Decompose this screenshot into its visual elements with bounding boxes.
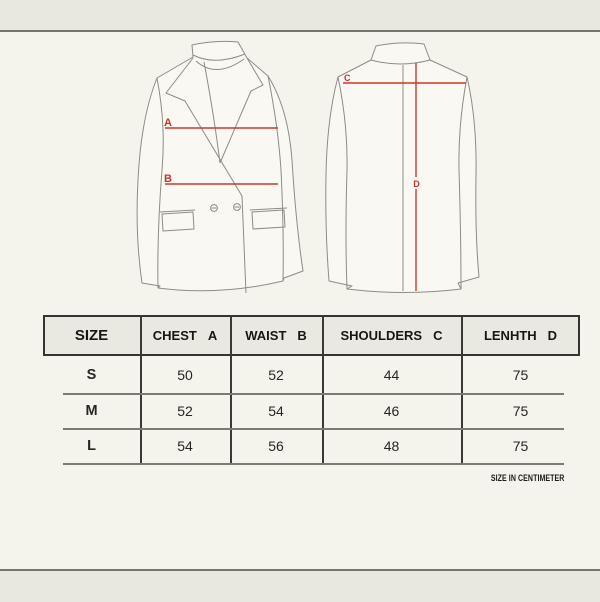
table-header-row: SIZE CHEST A WAIST B SHOULDERS C LENHTH … xyxy=(43,315,580,356)
header-waist-label: WAIST xyxy=(245,328,287,343)
unit-note: SIZE IN CENTIMETER xyxy=(490,473,564,484)
header-shoulders: SHOULDERS C xyxy=(322,315,461,356)
row-l-length: 75 xyxy=(512,437,529,454)
row-s-chest: 50 xyxy=(177,366,193,383)
header-size: SIZE xyxy=(43,315,140,356)
row-m-waist: 54 xyxy=(268,402,284,419)
row-m-size: M xyxy=(85,402,98,419)
header-shoulders-letter: C xyxy=(433,328,443,343)
blazer-back-silhouette xyxy=(325,42,480,293)
front-button-left xyxy=(210,204,218,212)
front-neckline-curve xyxy=(195,58,245,70)
header-waist-letter: B xyxy=(297,328,307,343)
column-divider-4 xyxy=(461,315,463,465)
table-header-box xyxy=(43,315,580,356)
row-m-chest: 52 xyxy=(177,402,193,419)
size-table: SIZE CHEST A WAIST B SHOULDERS C LENHTH … xyxy=(43,315,580,490)
row-l-shoulders: 48 xyxy=(383,437,400,454)
front-collar-band-line xyxy=(192,53,246,61)
header-length-label: LENHTH xyxy=(483,328,537,343)
length-measure-label: D xyxy=(413,179,420,189)
measurement-lines xyxy=(165,63,466,291)
row-divider-3 xyxy=(63,463,564,465)
header-chest-label: CHEST xyxy=(152,328,197,343)
waist-measure-label: B xyxy=(164,173,172,185)
front-button-right xyxy=(233,203,241,211)
front-left-pocket-welt xyxy=(159,209,196,213)
row-s-waist: 52 xyxy=(268,366,284,383)
header-chest-letter: A xyxy=(207,328,218,343)
header-length: LENHTH D xyxy=(461,315,580,356)
header-size-label: SIZE xyxy=(74,327,109,344)
row-m-shoulders: 46 xyxy=(383,402,400,419)
front-right-pocket-flap xyxy=(251,209,286,230)
back-right-side-seam xyxy=(458,76,468,290)
column-divider-3 xyxy=(322,315,324,465)
column-divider-1 xyxy=(140,315,142,465)
front-inner-v-line xyxy=(203,61,221,164)
top-divider xyxy=(0,0,600,32)
front-right-lapel xyxy=(219,57,264,164)
row-m-length: 75 xyxy=(512,402,529,419)
header-waist: WAIST B xyxy=(230,315,322,356)
header-chest: CHEST A xyxy=(140,315,230,356)
row-l-size: L xyxy=(87,437,96,454)
front-left-pocket-flap xyxy=(161,211,195,232)
front-left-side-seam xyxy=(156,77,164,289)
row-divider-1 xyxy=(63,393,564,395)
front-right-pocket-welt xyxy=(249,207,288,211)
front-left-lapel xyxy=(165,57,247,294)
back-left-side-seam xyxy=(337,76,348,290)
row-s-length: 75 xyxy=(512,366,529,383)
header-shoulders-label: SHOULDERS xyxy=(340,328,423,343)
length-label-backplate xyxy=(411,177,421,189)
header-length-letter: D xyxy=(547,328,558,343)
table-row-l: L 54 56 48 75 xyxy=(43,428,580,463)
blazer-front-sketch xyxy=(136,40,304,294)
blazer-back-sketch xyxy=(325,42,480,293)
front-right-side-seam xyxy=(267,75,284,282)
table-row-s: S 50 52 44 75 xyxy=(43,356,580,393)
row-l-waist: 56 xyxy=(268,437,284,454)
row-s-size: S xyxy=(86,366,97,383)
row-l-chest: 54 xyxy=(177,437,193,454)
table-row-m: M 52 54 46 75 xyxy=(43,393,580,428)
column-divider-2 xyxy=(230,315,232,465)
back-collar-bottom-line xyxy=(370,59,431,65)
chest-measure-label: A xyxy=(164,117,172,129)
row-s-shoulders: 44 xyxy=(383,366,400,383)
row-divider-2 xyxy=(63,428,564,430)
shoulders-measure-label: C xyxy=(344,73,351,83)
bottom-divider xyxy=(0,569,600,602)
